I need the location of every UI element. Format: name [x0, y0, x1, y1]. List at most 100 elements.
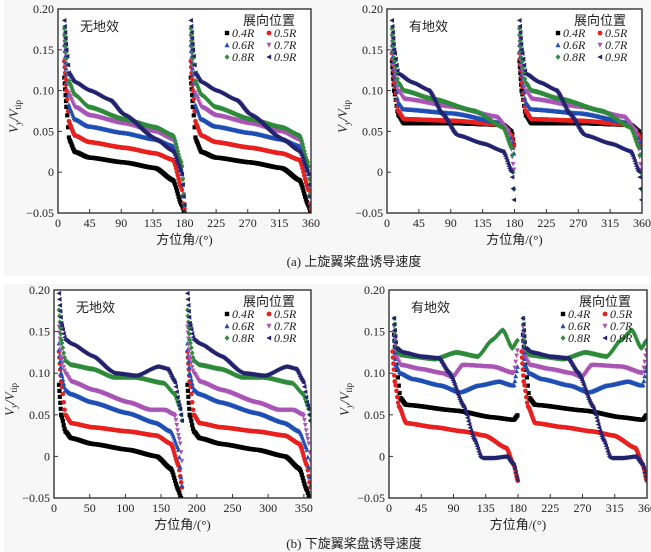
- data-point: [172, 478, 178, 483]
- x-tick-label: 225: [537, 216, 555, 230]
- data-point: [195, 84, 201, 90]
- data-point: [298, 180, 303, 185]
- data-point: [305, 490, 310, 495]
- data-point: [172, 414, 178, 419]
- data-point: [174, 188, 180, 193]
- series-0.5R: [56, 349, 311, 490]
- data-point: [389, 59, 395, 64]
- data-point: [520, 64, 526, 70]
- data-point: [179, 483, 185, 488]
- x-tick-label: 360: [633, 216, 651, 230]
- data-point: [191, 96, 197, 102]
- data-point: [298, 469, 304, 475]
- data-point: [304, 433, 310, 438]
- data-point: [518, 35, 523, 41]
- series-0.9R: [389, 18, 642, 203]
- data-point: [188, 25, 194, 32]
- data-point: [304, 488, 310, 493]
- y-tick-label: −0.05: [355, 206, 383, 220]
- data-point: [301, 169, 306, 175]
- data-point: [195, 139, 200, 145]
- data-point: [59, 415, 65, 420]
- data-layer: [61, 18, 311, 213]
- data-point: [60, 391, 66, 397]
- series-0.7R: [56, 324, 311, 464]
- y-tick-label: 0.20: [362, 2, 383, 16]
- data-point: [58, 348, 64, 354]
- legend-item-0.5R: 0.5R: [266, 26, 297, 40]
- data-point: [189, 29, 194, 35]
- data-point: [178, 168, 184, 174]
- data-point: [390, 29, 395, 35]
- data-point: [176, 436, 182, 442]
- data-point: [189, 43, 195, 49]
- x-tick-label: 0: [55, 216, 61, 230]
- data-point: [389, 18, 395, 23]
- data-point: [66, 135, 72, 140]
- data-point: [175, 191, 180, 196]
- data-point: [58, 364, 64, 370]
- data-point: [174, 422, 180, 428]
- data-point: [522, 76, 528, 82]
- data-point: [299, 472, 304, 477]
- data-point: [303, 155, 309, 161]
- data-point: [307, 194, 311, 199]
- data-point: [308, 458, 311, 464]
- data-point: [195, 142, 201, 147]
- series-0.4R: [56, 382, 311, 498]
- data-point: [633, 136, 638, 142]
- data-point: [185, 388, 191, 393]
- data-point: [173, 417, 179, 423]
- data-point: [65, 62, 71, 68]
- plot-area: [54, 290, 311, 498]
- y-tick-label: 0.05: [33, 124, 54, 138]
- data-point: [509, 129, 514, 134]
- data-point: [300, 166, 305, 171]
- data-point: [299, 182, 304, 188]
- legend-marker: [597, 42, 603, 48]
- data-point: [59, 373, 65, 378]
- data-point: [190, 423, 195, 428]
- data-point: [189, 391, 194, 397]
- data-point: [187, 406, 192, 411]
- data-point: [306, 493, 311, 498]
- data-point: [503, 131, 509, 137]
- data-point: [56, 382, 62, 387]
- data-point: [510, 186, 516, 191]
- data-point: [178, 479, 184, 485]
- y-tick-label: 0: [48, 165, 54, 179]
- data-point: [169, 467, 174, 473]
- data-point: [393, 56, 398, 62]
- data-point: [637, 152, 642, 158]
- data-point: [58, 406, 63, 411]
- x-tick-label: 270: [569, 216, 587, 230]
- data-point: [188, 373, 193, 378]
- legend-item-0.7R: 0.7R: [266, 38, 297, 52]
- data-point: [177, 197, 182, 202]
- data-point: [62, 35, 68, 41]
- data-point: [171, 472, 176, 477]
- data-point: [193, 102, 198, 107]
- legend-marker: [224, 42, 230, 48]
- series-0.4R: [62, 75, 311, 213]
- data-point: [390, 37, 396, 44]
- data-point: [638, 161, 642, 167]
- data-point: [306, 182, 311, 187]
- data-point: [186, 394, 191, 399]
- data-point: [62, 407, 67, 413]
- ground-effect-annotation: 无地效: [80, 19, 119, 34]
- data-point: [189, 418, 194, 424]
- caption-b: (b) 下旋翼桨盘诱导速度: [286, 536, 421, 551]
- y-tick-label: −0.05: [26, 206, 54, 220]
- data-point: [189, 364, 195, 370]
- data-point: [305, 454, 311, 460]
- data-point: [179, 187, 185, 193]
- data-point: [391, 76, 396, 81]
- y-tick-label: 0.20: [33, 2, 54, 16]
- legend-item-0.8R: 0.8R: [555, 50, 586, 64]
- data-point: [509, 152, 515, 158]
- data-point: [517, 59, 522, 64]
- data-point: [518, 47, 524, 53]
- data-point: [516, 18, 522, 23]
- data-point: [300, 185, 305, 190]
